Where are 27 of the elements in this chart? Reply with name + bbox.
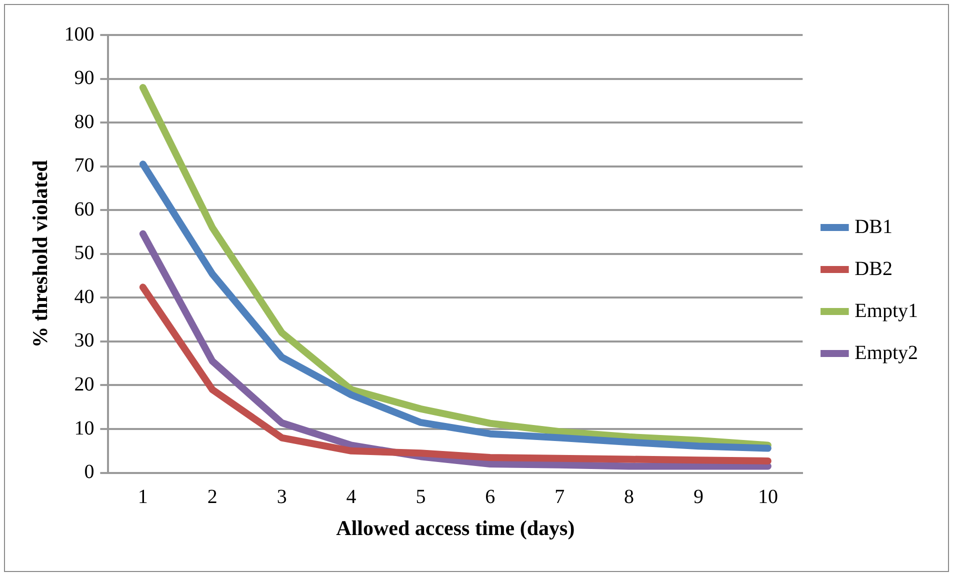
y-tick-label: 100 <box>64 23 94 46</box>
x-tick-label: 8 <box>624 486 634 508</box>
x-tick-label: 2 <box>207 486 218 508</box>
y-tick-label: 70 <box>74 154 94 177</box>
legend-label: Empty2 <box>854 342 918 364</box>
y-tick-label: 50 <box>74 242 94 264</box>
x-tick-label: 1 <box>138 486 148 508</box>
y-tick-label: 90 <box>74 67 94 90</box>
y-tick-label: 0 <box>84 461 94 484</box>
x-tick-label: 4 <box>346 486 356 508</box>
y-tick-label: 80 <box>74 110 94 133</box>
legend-label: DB2 <box>854 258 892 280</box>
x-tick-label: 7 <box>554 486 565 508</box>
legend-label: Empty1 <box>854 300 918 322</box>
legend-label: DB1 <box>854 216 892 238</box>
x-tick-label: 10 <box>758 486 778 508</box>
y-tick-label: 30 <box>74 330 94 352</box>
x-tick-label: 6 <box>485 486 496 508</box>
y-tick-label: 40 <box>74 286 94 308</box>
x-tick-label: 3 <box>276 486 287 508</box>
y-tick-label: 20 <box>74 373 94 396</box>
y-tick-label: 10 <box>74 417 94 440</box>
y-tick-label: 60 <box>74 198 94 220</box>
x-tick-label: 9 <box>694 486 704 508</box>
x-axis-title: Allowed access time (days) <box>336 516 575 540</box>
y-axis-title: % threshold violated <box>28 160 52 348</box>
x-tick-label: 5 <box>416 486 426 508</box>
